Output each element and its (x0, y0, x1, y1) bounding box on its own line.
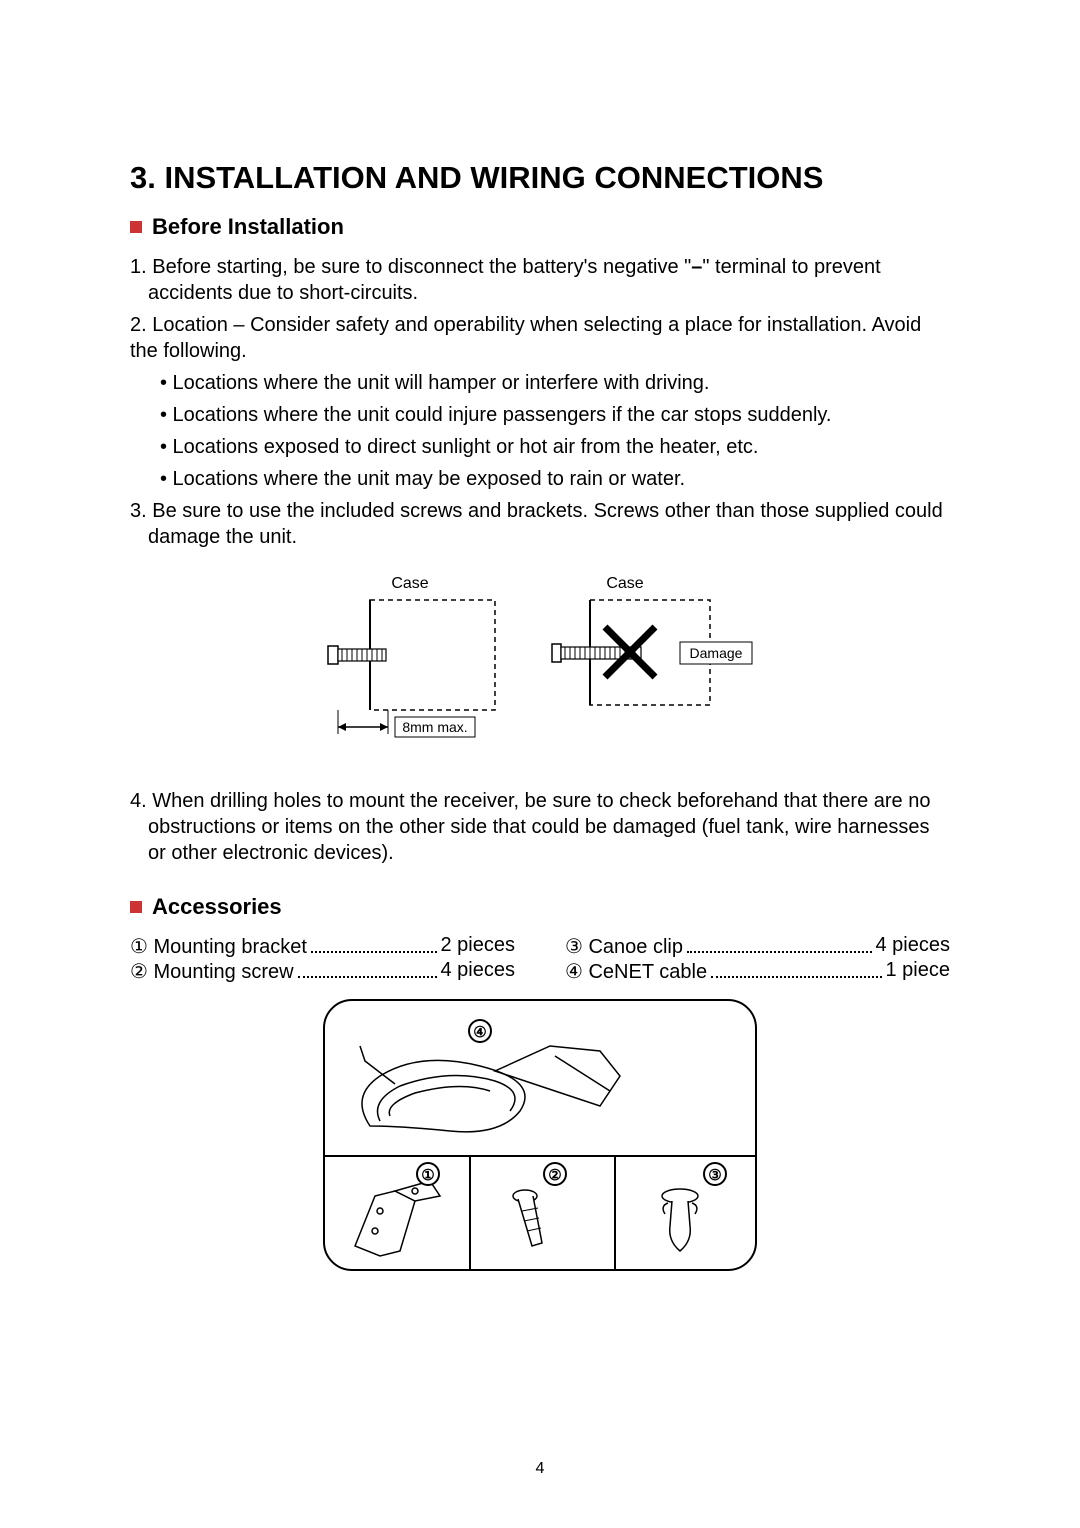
before-p2: 2. Location – Consider safety and operab… (130, 312, 950, 364)
max-label: 8mm max. (402, 719, 467, 735)
acc3-label: ③ Canoe clip (565, 934, 683, 959)
dots-icon (311, 934, 437, 953)
acc4-qty: 1 piece (886, 959, 951, 984)
before-p1: 1. Before starting, be sure to disconnec… (130, 254, 950, 306)
main-heading: 3. INSTALLATION AND WIRING CONNECTIONS (130, 160, 950, 196)
acc-4: ④ CeNET cable 1 piece (565, 959, 950, 984)
dots-icon (298, 959, 437, 978)
before-p4: 4. When drilling holes to mount the rece… (130, 788, 950, 866)
acc-3: ③ Canoe clip 4 pieces (565, 934, 950, 959)
before-b2: • Locations where the unit could injure … (130, 402, 950, 428)
acc2-qty: 4 pieces (441, 959, 516, 984)
before-b1: • Locations where the unit will hamper o… (130, 370, 950, 396)
acc-1: ① Mounting bracket 2 pieces (130, 934, 515, 959)
damage-label: Damage (690, 645, 743, 661)
diagram-left: Case 8mm max. (320, 572, 510, 762)
before-heading: Before Installation (130, 214, 950, 240)
fig-2: ② (548, 1167, 561, 1184)
acc1-qty: 2 pieces (441, 934, 516, 959)
screw-diagram: Case 8mm max. Case (130, 572, 950, 762)
acc2-label: ② Mounting screw (130, 959, 294, 984)
acc-col-right: ③ Canoe clip 4 pieces ④ CeNET cable 1 pi… (565, 934, 950, 984)
diagram-right: Case Damage (550, 572, 760, 732)
before-b4: • Locations where the unit may be expose… (130, 466, 950, 492)
acc4-label: ④ CeNET cable (565, 959, 707, 984)
page: 3. INSTALLATION AND WIRING CONNECTIONS B… (0, 0, 1080, 1528)
before-p3: 3. Be sure to use the included screws an… (130, 498, 950, 550)
accessories-list: ① Mounting bracket 2 pieces ② Mounting s… (130, 934, 950, 984)
page-number: 4 (0, 1460, 1080, 1478)
case-label-left: Case (391, 575, 428, 592)
red-bullet-icon-2 (130, 901, 142, 913)
accessories-figure: ④ ① ② (130, 996, 950, 1276)
accessories-heading: Accessories (130, 894, 950, 920)
fig-1: ① (421, 1167, 434, 1184)
accessories-heading-text: Accessories (152, 894, 282, 920)
fig-4: ④ (473, 1024, 486, 1041)
case-label-right: Case (606, 575, 643, 592)
before-heading-text: Before Installation (152, 214, 344, 240)
acc1-label: ① Mounting bracket (130, 934, 307, 959)
red-bullet-icon (130, 221, 142, 233)
fig-3: ③ (708, 1167, 721, 1184)
acc-col-left: ① Mounting bracket 2 pieces ② Mounting s… (130, 934, 515, 984)
acc3-qty: 4 pieces (876, 934, 951, 959)
dots-icon (687, 934, 872, 953)
dots-icon (711, 959, 881, 978)
acc-2: ② Mounting screw 4 pieces (130, 959, 515, 984)
p1a: 1. Before starting, be sure to disconnec… (130, 256, 691, 278)
before-b3: • Locations exposed to direct sunlight o… (130, 434, 950, 460)
p1b: – (691, 256, 702, 278)
